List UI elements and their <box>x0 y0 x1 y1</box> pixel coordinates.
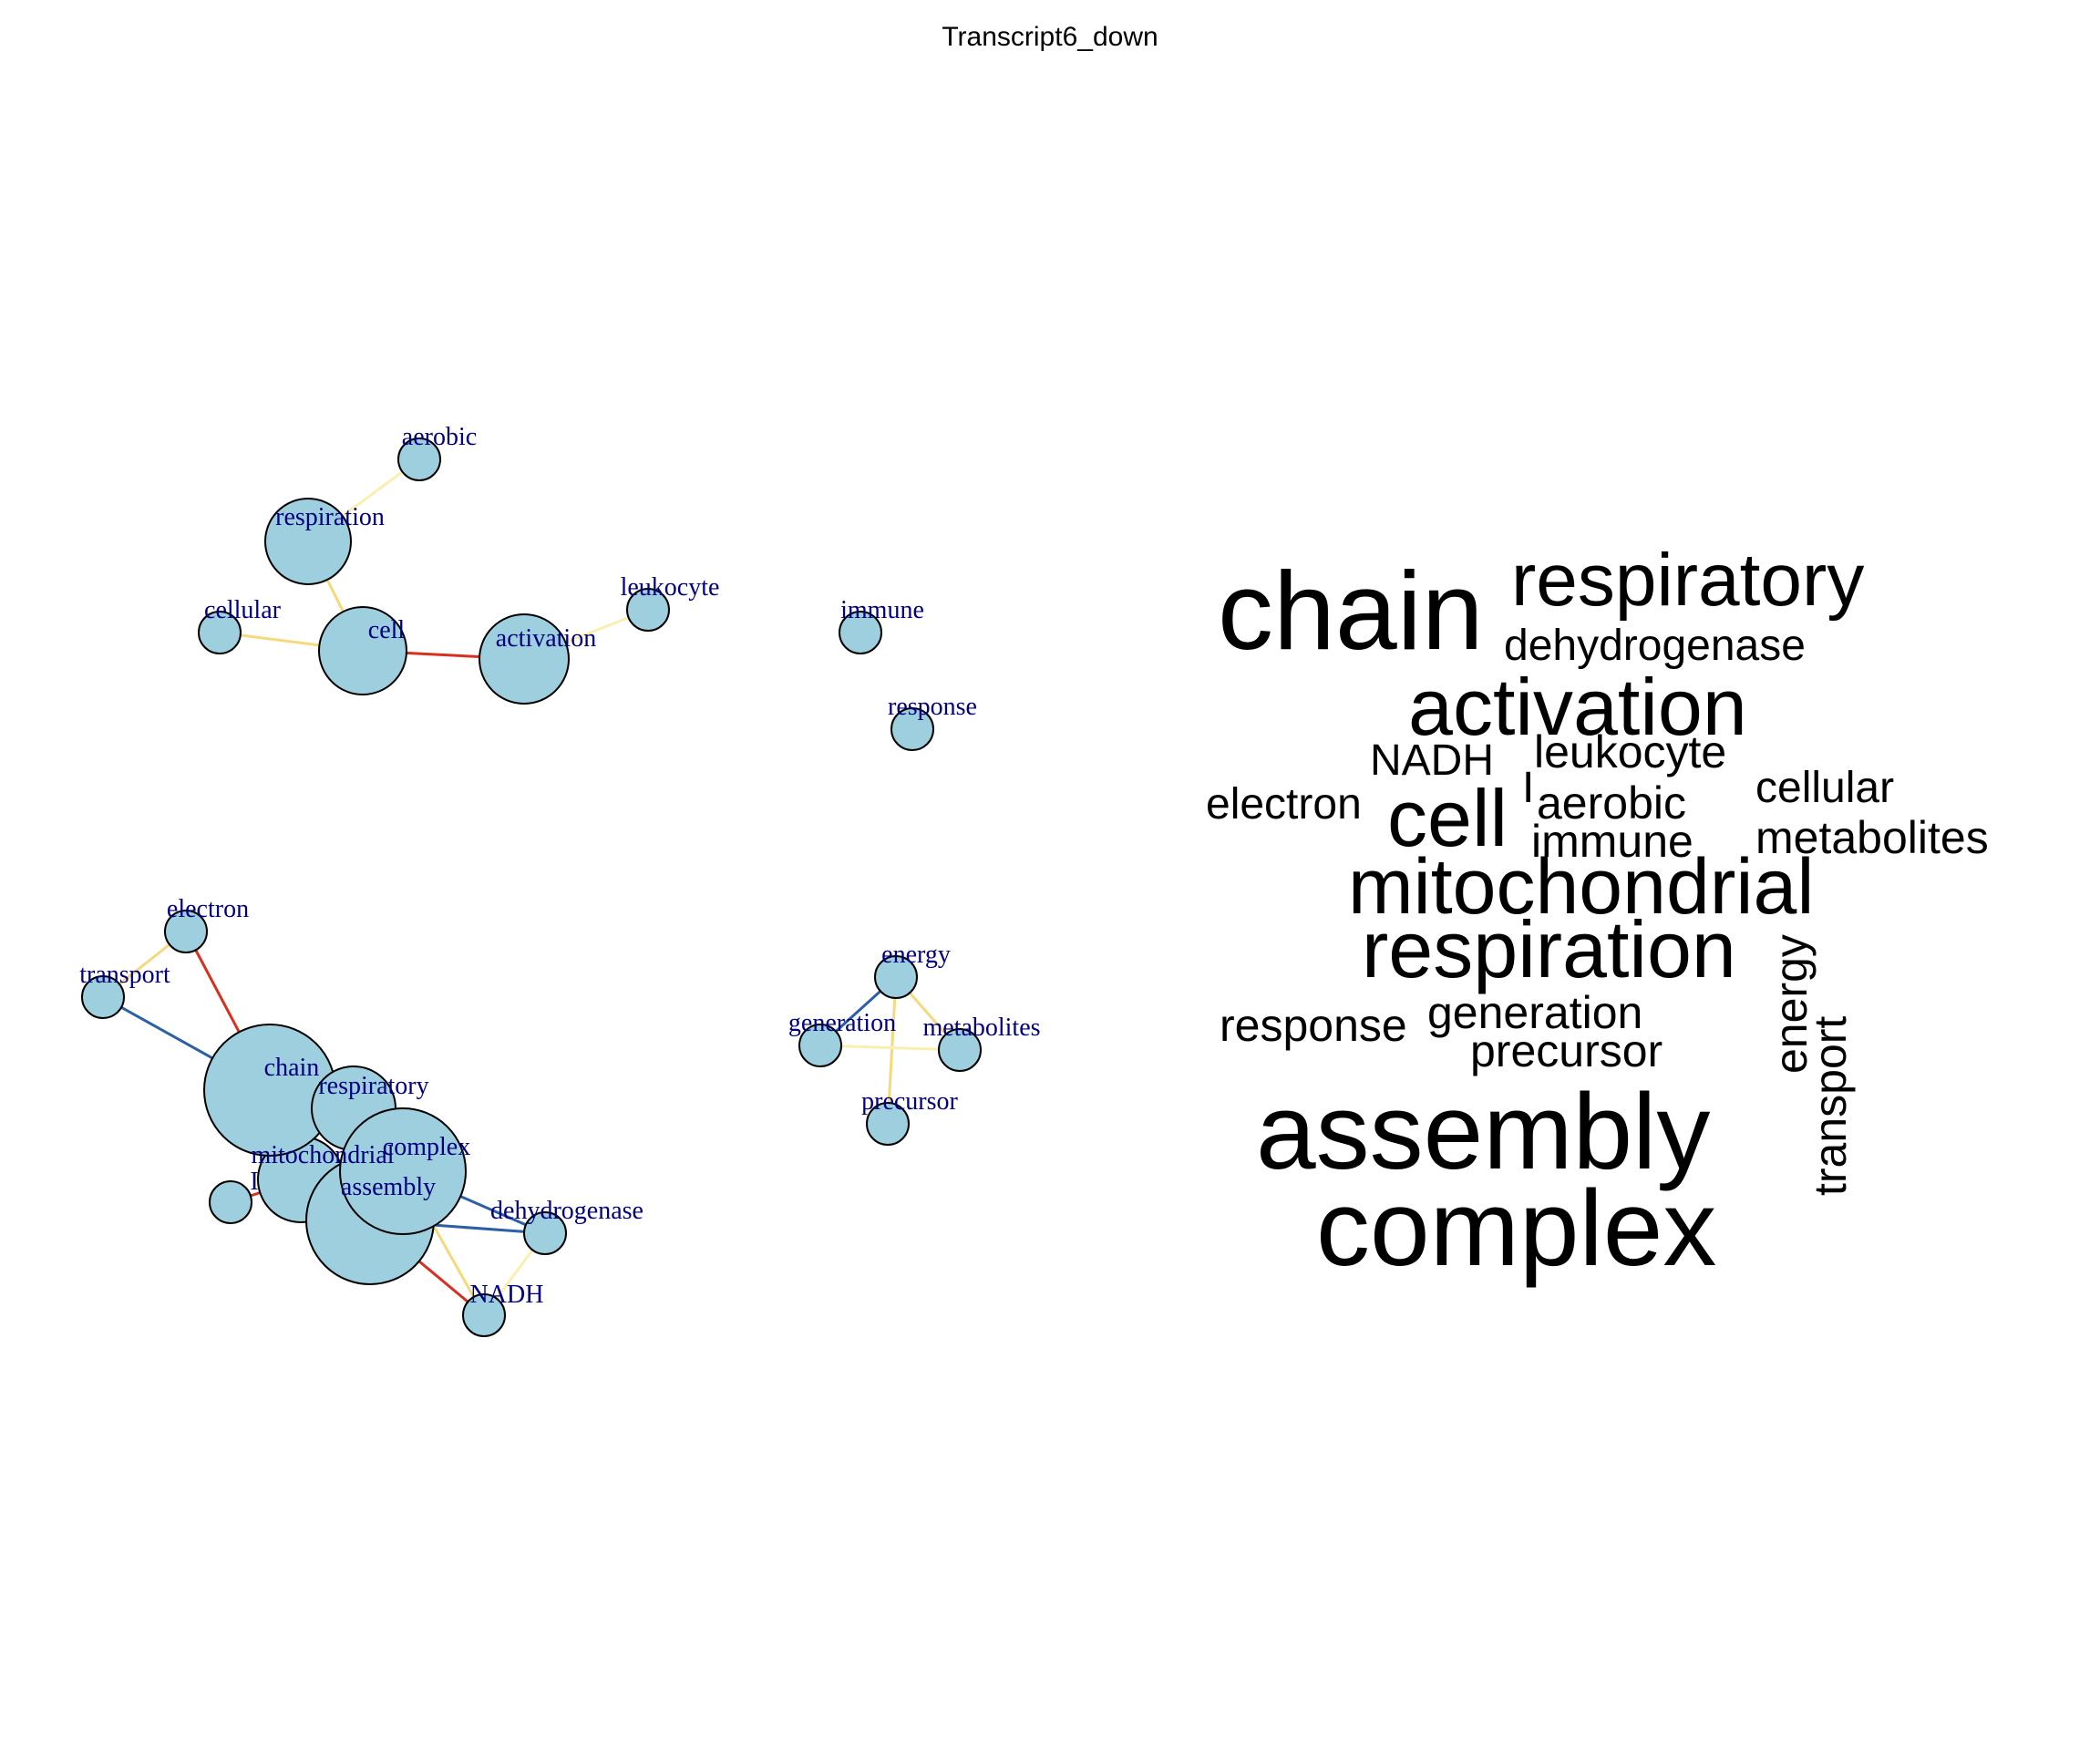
node-label-chain: chain <box>264 1054 320 1082</box>
network-labels: aerobic respiration cellular cell activation… <box>79 423 1040 1309</box>
node-transport <box>81 975 125 1019</box>
node-label-respiratory: respiratory <box>318 1072 428 1100</box>
node-metabolites <box>938 1028 982 1072</box>
cloud-word-immune: immune <box>1531 816 1693 867</box>
cloud-word-chain: chain <box>1218 549 1484 673</box>
cloud-word-precursor: precursor <box>1470 1025 1662 1076</box>
node-label-energy: energy <box>881 941 951 969</box>
node-label-leukocyte: leukocyte <box>621 573 720 602</box>
cloud-word-mitochondrial: mitochondrial <box>1348 843 1814 931</box>
cloud-word-cellular: cellular <box>1755 764 1894 812</box>
node-immune <box>839 611 882 654</box>
node-label-generation: generation <box>788 1009 896 1037</box>
cloud-word-metabolites: metabolites <box>1755 812 1989 863</box>
node-label-activation: activation <box>496 624 596 653</box>
node-aerobic <box>397 438 441 481</box>
node-cell <box>318 606 407 695</box>
cloud-word-electron: electron <box>1206 780 1362 829</box>
cloud-word-energy: energy <box>1765 934 1817 1074</box>
cloud-word-assembly: assembly <box>1256 1072 1710 1192</box>
node-electron <box>164 910 208 953</box>
cloud-word-transport: transport <box>1805 1016 1856 1196</box>
edge-energy-precursor <box>886 976 898 1125</box>
cloud-word-generation: generation <box>1427 987 1642 1038</box>
cloud-word-respiratory: respiratory <box>1511 539 1864 622</box>
node-NADH <box>462 1293 506 1337</box>
node-response <box>890 707 934 751</box>
cloud-word-response: response <box>1220 1000 1407 1051</box>
node-leukocyte <box>626 588 670 632</box>
node-cellular <box>198 611 242 654</box>
node-label-cellular: cellular <box>204 596 282 624</box>
cloud-word-aerobic: aerobic <box>1537 777 1686 829</box>
node-label-response: response <box>888 693 977 721</box>
cloud-word-dehydrogenase: dehydrogenase <box>1504 622 1806 670</box>
figure-title: Transcript6_down <box>942 22 1158 52</box>
node-label-metabolites: metabolites <box>922 1014 1040 1042</box>
cloud-word-respiration: respiration <box>1362 904 1736 994</box>
node-label-I: I <box>250 1168 258 1196</box>
cloud-word-I: I <box>1522 764 1534 812</box>
node-label-NADH: NADH <box>470 1281 544 1309</box>
node-label-aerobic: aerobic <box>402 423 477 451</box>
node-label-electron: electron <box>167 895 249 923</box>
node-generation <box>798 1024 842 1067</box>
node-label-mitochondrial: mitochondrial <box>251 1141 394 1169</box>
node-label-precursor: precursor <box>861 1087 958 1116</box>
word-cloud: chain respiratorydehydrogenaseactivationN… <box>1206 539 1989 1289</box>
node-label-complex: complex <box>383 1133 470 1161</box>
node-I <box>209 1180 252 1224</box>
node-energy <box>874 955 918 999</box>
cloud-word-NADH: NADH <box>1370 736 1494 785</box>
node-respiration <box>264 498 352 585</box>
node-label-immune: immune <box>840 596 924 624</box>
node-label-transport: transport <box>79 961 170 989</box>
cloud-word-complex: complex <box>1316 1168 1716 1289</box>
node-complex <box>339 1107 467 1235</box>
node-dehydrogenase <box>523 1211 567 1255</box>
cloud-word-leukocyte: leukocyte <box>1534 726 1726 777</box>
node-label-assembly: assembly <box>341 1173 436 1201</box>
cloud-word-activation: activation <box>1408 662 1747 752</box>
node-label-respiration: respiration <box>275 503 385 531</box>
network-nodes <box>81 438 982 1337</box>
edge-generation-metabolites <box>819 1044 961 1052</box>
cloud-word-cell: cell <box>1387 773 1508 863</box>
node-activation <box>479 613 570 705</box>
node-precursor <box>866 1102 910 1146</box>
node-label-cell: cell <box>368 616 406 644</box>
node-label-dehydrogenase: dehydrogenase <box>490 1197 643 1225</box>
